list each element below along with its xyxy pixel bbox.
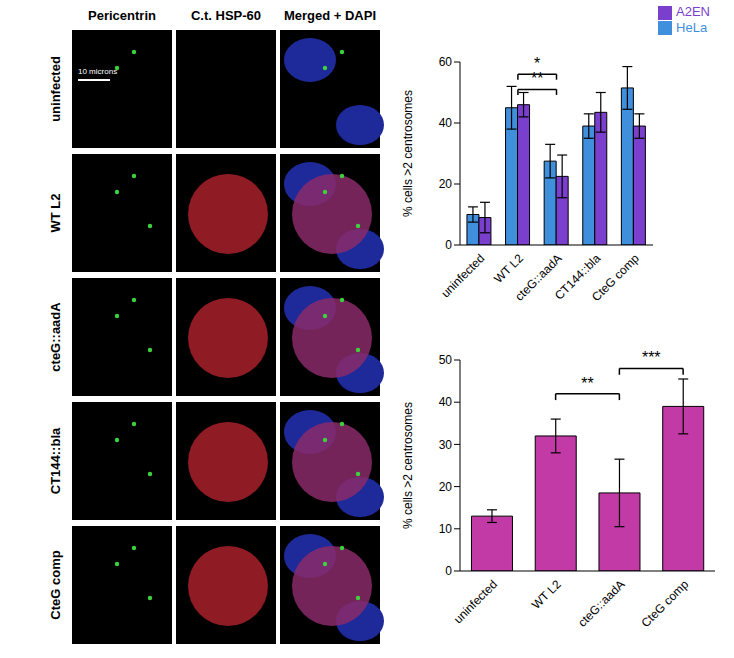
svg-text:CteG comp: CteG comp: [589, 251, 642, 304]
svg-text:% cells >2 centrosomes: % cells >2 centrosomes: [401, 90, 415, 217]
svg-text:C.t. HSP-60: C.t. HSP-60: [191, 8, 261, 23]
html-text:HeLa: HeLa: [676, 19, 708, 35]
svg-text:**: **: [531, 70, 543, 87]
svg-text:10: 10: [439, 522, 453, 536]
svg-text:CteG comp: CteG comp: [48, 550, 63, 619]
svg-text:10 microns: 10 microns: [78, 67, 117, 76]
svg-text:**: **: [581, 375, 593, 392]
svg-text:cteG::aadA: cteG::aadA: [48, 302, 63, 372]
svg-text:20: 20: [439, 177, 453, 191]
svg-text:40: 40: [439, 395, 453, 409]
svg-text:uninfected: uninfected: [438, 251, 487, 300]
svg-text:% cells >2 centrosomes: % cells >2 centrosomes: [401, 402, 415, 529]
svg-text:CteG comp: CteG comp: [638, 577, 691, 630]
svg-text:WT L2: WT L2: [529, 577, 564, 612]
svg-text:40: 40: [439, 116, 453, 130]
svg-text:20: 20: [439, 480, 453, 494]
svg-text:uninfected: uninfected: [451, 577, 500, 626]
svg-text:0: 0: [445, 564, 452, 578]
html-text:A2EN: A2EN: [676, 4, 710, 19]
svg-text:***: ***: [642, 349, 661, 366]
svg-text:60: 60: [439, 55, 453, 69]
svg-text:cteG::aadA: cteG::aadA: [512, 251, 565, 304]
svg-text:CT144::bla: CT144::bla: [48, 427, 63, 494]
svg-text:cteG::aadA: cteG::aadA: [575, 577, 627, 629]
svg-text:CT144::bla: CT144::bla: [551, 251, 604, 303]
svg-text:WT L2: WT L2: [48, 194, 63, 233]
svg-text:Merged + DAPI: Merged + DAPI: [284, 8, 376, 23]
svg-text:0: 0: [445, 238, 452, 252]
svg-text:Pericentrin: Pericentrin: [88, 8, 156, 23]
svg-text:30: 30: [439, 438, 453, 452]
svg-text:WT L2: WT L2: [491, 251, 526, 286]
svg-text:uninfected: uninfected: [48, 56, 63, 122]
svg-text:50: 50: [439, 353, 453, 367]
